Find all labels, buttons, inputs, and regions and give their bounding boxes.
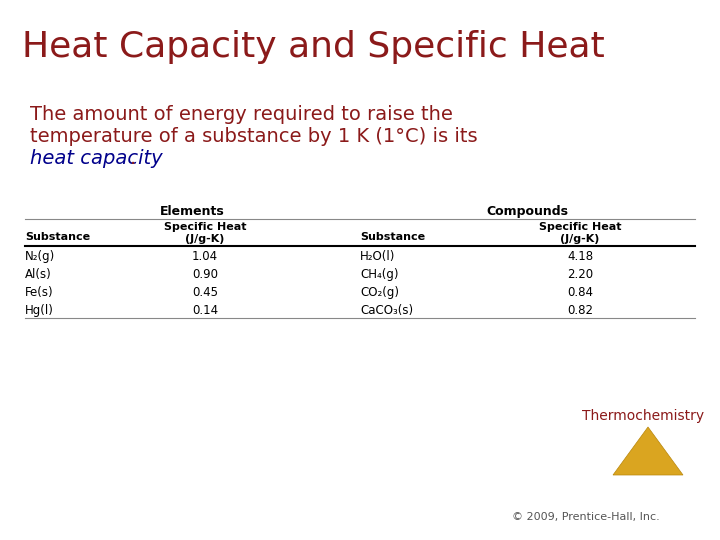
- Text: Heat Capacity and Specific Heat: Heat Capacity and Specific Heat: [22, 30, 605, 64]
- Text: N₂(g): N₂(g): [25, 250, 55, 263]
- Text: Thermochemistry: Thermochemistry: [582, 409, 704, 423]
- Text: 0.14: 0.14: [192, 304, 218, 317]
- Polygon shape: [613, 427, 683, 475]
- Text: Specific Heat
(J/g-K): Specific Heat (J/g-K): [163, 222, 246, 245]
- Text: Elements: Elements: [160, 205, 225, 218]
- Text: Al(s): Al(s): [25, 268, 52, 281]
- Text: CH₄(g): CH₄(g): [360, 268, 398, 281]
- Text: 0.82: 0.82: [567, 304, 593, 317]
- Text: 2.20: 2.20: [567, 268, 593, 281]
- Text: Specific Heat
(J/g-K): Specific Heat (J/g-K): [539, 222, 621, 245]
- Text: temperature of a substance by 1 K (1°C) is its: temperature of a substance by 1 K (1°C) …: [30, 127, 477, 146]
- Text: Hg(l): Hg(l): [25, 304, 54, 317]
- Text: Substance: Substance: [360, 232, 425, 242]
- Text: 4.18: 4.18: [567, 250, 593, 263]
- Text: CO₂(g): CO₂(g): [360, 286, 399, 299]
- Text: Fe(s): Fe(s): [25, 286, 53, 299]
- Text: 0.84: 0.84: [567, 286, 593, 299]
- Text: 0.90: 0.90: [192, 268, 218, 281]
- Text: Compounds: Compounds: [487, 205, 569, 218]
- Text: heat capacity: heat capacity: [30, 149, 163, 168]
- Text: © 2009, Prentice-Hall, Inc.: © 2009, Prentice-Hall, Inc.: [512, 512, 660, 522]
- Text: .: .: [130, 149, 136, 168]
- Text: 1.04: 1.04: [192, 250, 218, 263]
- Text: Substance: Substance: [25, 232, 90, 242]
- Text: 0.45: 0.45: [192, 286, 218, 299]
- Text: The amount of energy required to raise the: The amount of energy required to raise t…: [30, 105, 453, 124]
- Text: H₂O(l): H₂O(l): [360, 250, 395, 263]
- Text: CaCO₃(s): CaCO₃(s): [360, 304, 413, 317]
